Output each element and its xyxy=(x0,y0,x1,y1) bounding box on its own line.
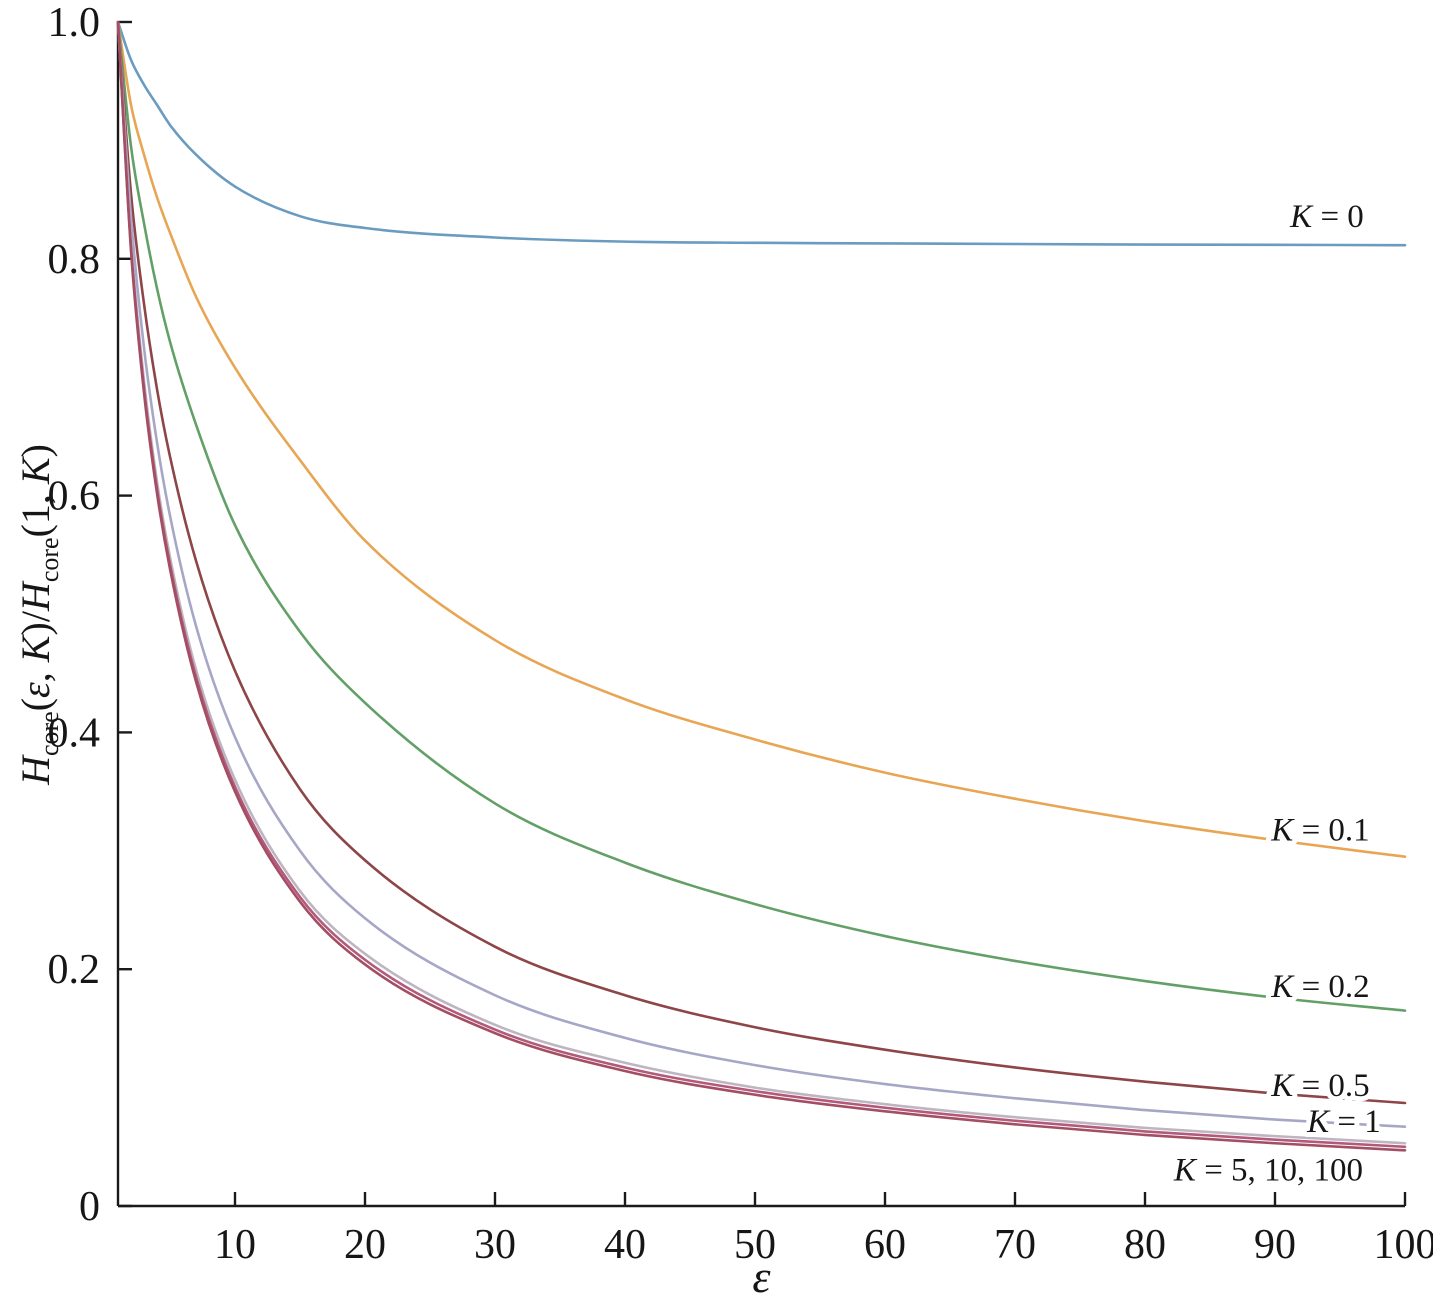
curve-k0 xyxy=(116,20,1407,247)
curve-label: K = 0 xyxy=(1289,199,1364,235)
x-tick-label: 50 xyxy=(734,1222,776,1268)
x-tick-label: 20 xyxy=(344,1222,386,1268)
curve-k5 xyxy=(116,20,1407,1145)
curve-k1 xyxy=(116,20,1407,1128)
y-tick-label: 0.4 xyxy=(48,710,101,756)
curve-k0_2 xyxy=(116,20,1407,1012)
curve-label: K = 5, 10, 100 xyxy=(1173,1152,1363,1188)
x-tick-label: 30 xyxy=(474,1222,516,1268)
x-tick-label: 90 xyxy=(1254,1222,1296,1268)
curve-k0_1 xyxy=(116,20,1407,859)
x-tick-label: 60 xyxy=(864,1222,906,1268)
y-tick-label: 0.2 xyxy=(48,947,101,993)
curve-k10 xyxy=(116,20,1407,1149)
y-tick-label: 0.8 xyxy=(48,237,101,283)
y-tick-label: 1.0 xyxy=(48,0,101,46)
x-tick-label: 100 xyxy=(1374,1222,1433,1268)
y-tick-label: 0 xyxy=(79,1184,100,1230)
x-tick-label: 70 xyxy=(994,1222,1036,1268)
curve-label: K = 0.5 xyxy=(1270,1068,1369,1104)
curve-k0_5 xyxy=(116,20,1407,1105)
curve-label: K = 0.2 xyxy=(1270,969,1369,1005)
x-tick-label: 40 xyxy=(604,1222,646,1268)
y-tick-label: 0.6 xyxy=(48,474,101,520)
x-tick-label: 80 xyxy=(1124,1222,1166,1268)
curve-label: K = 1 xyxy=(1306,1104,1381,1140)
x-tick-label: 10 xyxy=(214,1222,256,1268)
curve-label: K = 0.1 xyxy=(1270,812,1369,848)
curve-k100 xyxy=(116,20,1407,1152)
